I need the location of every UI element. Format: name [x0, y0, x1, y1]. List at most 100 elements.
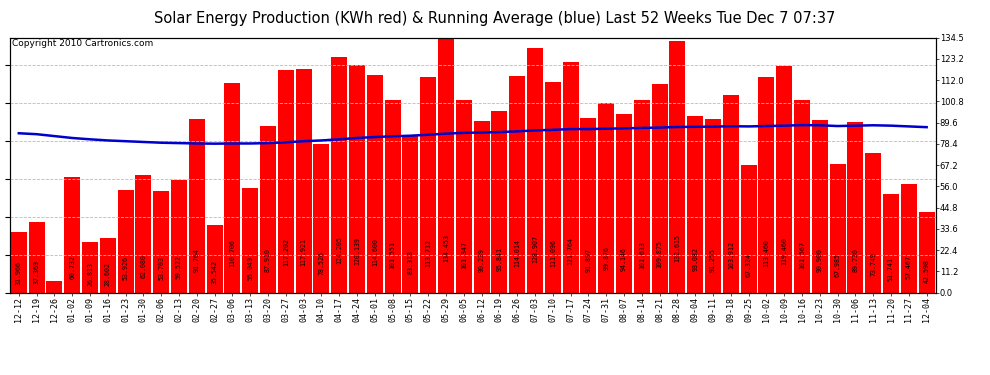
Bar	[794, 100, 810, 292]
Text: 37.369: 37.369	[34, 260, 40, 284]
Text: 91.255: 91.255	[710, 248, 716, 272]
Text: 31.966: 31.966	[16, 261, 22, 285]
Bar	[776, 66, 792, 292]
Bar	[723, 96, 739, 292]
Bar	[367, 75, 383, 292]
Text: 91.764: 91.764	[194, 248, 200, 272]
Text: 60.732: 60.732	[69, 255, 75, 279]
Text: 28.602: 28.602	[105, 262, 111, 286]
Bar	[118, 190, 134, 292]
Text: 128.907: 128.907	[532, 235, 538, 263]
Text: 113.712: 113.712	[426, 238, 432, 267]
Text: 113.460: 113.460	[763, 238, 769, 267]
Bar	[100, 238, 116, 292]
Bar	[243, 188, 258, 292]
Text: 124.205: 124.205	[337, 236, 343, 264]
Text: 114.600: 114.600	[372, 238, 378, 266]
Bar	[136, 175, 151, 292]
Text: 101.347: 101.347	[460, 242, 467, 270]
Text: 62.080: 62.080	[141, 254, 147, 278]
Bar	[278, 70, 294, 292]
Text: 94.146: 94.146	[621, 247, 627, 271]
Text: 78.526: 78.526	[319, 251, 325, 274]
Text: 111.096: 111.096	[549, 239, 555, 267]
Bar	[420, 77, 437, 292]
Text: 67.324: 67.324	[745, 253, 751, 277]
Bar	[11, 232, 27, 292]
Bar	[669, 41, 685, 292]
Bar	[847, 122, 863, 292]
Bar	[705, 120, 721, 292]
Text: 89.730: 89.730	[852, 248, 858, 272]
Text: 53.926: 53.926	[123, 256, 129, 280]
Bar	[82, 242, 98, 292]
Text: 51.741: 51.741	[888, 257, 894, 281]
Bar	[29, 222, 45, 292]
Bar	[616, 114, 632, 292]
Text: 90.239: 90.239	[478, 248, 485, 272]
Bar	[901, 183, 917, 292]
Bar	[189, 118, 205, 292]
Text: 103.912: 103.912	[728, 241, 734, 269]
Text: 109.875: 109.875	[656, 240, 662, 267]
Text: 26.813: 26.813	[87, 262, 93, 286]
Text: 120.139: 120.139	[354, 237, 360, 265]
Bar	[64, 177, 80, 292]
Text: 55.049: 55.049	[248, 256, 253, 280]
Bar	[332, 57, 347, 292]
Bar	[296, 69, 312, 292]
Text: 99.876: 99.876	[603, 246, 609, 270]
Bar	[634, 100, 649, 292]
Bar	[402, 135, 419, 292]
Text: 73.749: 73.749	[870, 252, 876, 276]
Text: 42.598: 42.598	[924, 259, 930, 283]
Bar	[473, 122, 490, 292]
Bar	[527, 48, 544, 292]
Bar	[455, 100, 472, 292]
Bar	[544, 82, 561, 292]
Bar	[207, 225, 223, 292]
Bar	[491, 111, 508, 292]
Text: 101.551: 101.551	[390, 242, 396, 269]
Bar	[865, 153, 881, 292]
Text: 114.014: 114.014	[514, 238, 520, 267]
Bar	[260, 126, 276, 292]
Text: 119.460: 119.460	[781, 237, 787, 266]
Text: 110.706: 110.706	[230, 239, 236, 267]
Text: 57.467: 57.467	[906, 255, 912, 279]
Bar	[687, 116, 703, 292]
Bar	[651, 84, 667, 292]
Bar	[47, 281, 62, 292]
Bar	[919, 212, 935, 292]
Text: 117.921: 117.921	[301, 238, 307, 266]
Bar	[438, 38, 454, 292]
Text: 35.542: 35.542	[212, 260, 218, 284]
Bar	[598, 103, 614, 292]
Text: 93.082: 93.082	[692, 248, 698, 272]
Bar	[153, 190, 169, 292]
Bar	[830, 164, 845, 292]
Text: 87.910: 87.910	[265, 249, 271, 273]
Bar	[314, 144, 330, 292]
Text: 134.453: 134.453	[443, 234, 449, 262]
Text: 117.202: 117.202	[283, 238, 289, 266]
Bar	[509, 76, 526, 292]
Bar	[741, 165, 756, 292]
Bar	[883, 194, 899, 292]
Text: 121.764: 121.764	[567, 237, 573, 265]
Text: 53.703: 53.703	[158, 256, 164, 280]
Text: 101.567: 101.567	[799, 242, 805, 269]
Text: 59.522: 59.522	[176, 255, 182, 279]
Bar	[171, 180, 187, 292]
Text: 101.613: 101.613	[639, 242, 644, 269]
Text: 83.318: 83.318	[408, 249, 414, 273]
Text: 67.985: 67.985	[835, 253, 841, 277]
Bar	[349, 65, 365, 292]
Text: Solar Energy Production (KWh red) & Running Average (blue) Last 52 Weeks Tue Dec: Solar Energy Production (KWh red) & Runn…	[154, 11, 836, 26]
Text: 90.900: 90.900	[817, 248, 823, 272]
Text: 132.615: 132.615	[674, 234, 680, 262]
Bar	[225, 82, 241, 292]
Bar	[758, 77, 774, 292]
Bar	[562, 62, 578, 292]
Text: 91.897: 91.897	[585, 248, 591, 272]
